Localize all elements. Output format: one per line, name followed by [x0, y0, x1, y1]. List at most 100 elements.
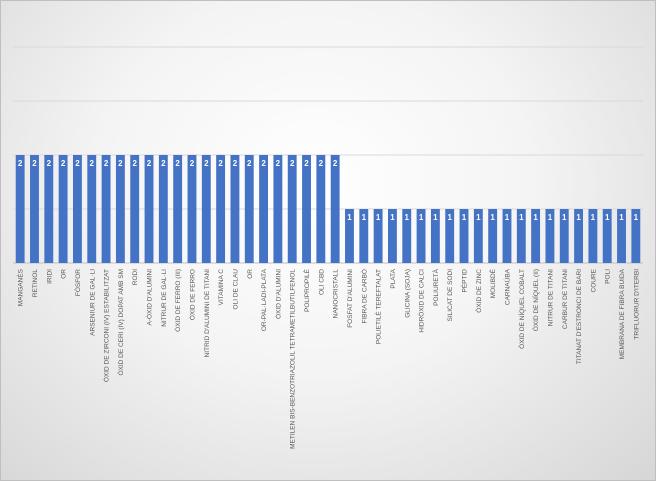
- bar-value-label: 1: [462, 213, 467, 222]
- category-tick-label: NANOCRISTALL: [333, 269, 340, 319]
- bar: [345, 209, 354, 263]
- bar-value-label: 2: [132, 159, 137, 168]
- category-tick-label: IRIDI: [46, 269, 53, 284]
- bar-value-label: 1: [576, 213, 581, 222]
- category-tick-label: FOSFAT D'ALUMINI: [347, 269, 354, 328]
- category-tick-label: ÒXID DE ZIRCONI (IV) ESTABILITZAT: [102, 269, 111, 382]
- bar-value-label: 1: [405, 213, 410, 222]
- bar: [87, 155, 97, 263]
- bar: [473, 209, 483, 263]
- bar-value-label: 1: [433, 213, 438, 222]
- bar: [617, 209, 626, 263]
- category-tick-label: MEMBRANA DE FIBRA BUIDA: [619, 268, 626, 359]
- bar-value-label: 2: [18, 159, 23, 168]
- bar: [588, 209, 598, 263]
- bar-value-label: 2: [75, 159, 80, 168]
- category-tick-label: PÈPTID: [460, 269, 469, 293]
- bar: [244, 155, 254, 263]
- bar: [416, 209, 426, 263]
- category-tick-label: FIBRA DE CARBÒ: [359, 269, 368, 324]
- bar-value-label: 2: [118, 159, 123, 168]
- bar-value-label: 2: [61, 159, 66, 168]
- bar: [287, 155, 297, 263]
- bar-value-label: 1: [362, 213, 367, 222]
- category-tick-label: FÒSFOR: [73, 269, 82, 296]
- category-tick-label: MANGANÈS: [16, 268, 25, 306]
- category-tick-label: OR-PAL·LADI-PLATA: [261, 268, 268, 331]
- bar: [15, 155, 25, 263]
- bar-value-label: 2: [218, 159, 223, 168]
- bar: [72, 155, 82, 263]
- bar: [602, 209, 612, 263]
- category-tick-label: MOLIBDÈ: [488, 268, 497, 298]
- category-tick-label: PLATA: [390, 268, 397, 288]
- category-tick-label: A-ÒXID D'ALUMINI: [145, 269, 154, 326]
- bar-value-label: 1: [447, 213, 452, 222]
- category-tick-label: OLI DE CLAU: [232, 269, 239, 310]
- bar: [230, 155, 240, 263]
- category-tick-label: POLIETILÈ TEREFTALAT: [374, 269, 383, 344]
- bar-value-label: 2: [247, 159, 252, 168]
- bar: [144, 155, 154, 263]
- bar-value-label: 2: [204, 159, 209, 168]
- bar-value-label: 1: [548, 213, 553, 222]
- category-tick-label: POLIURETÀ: [431, 268, 440, 306]
- bar-value-label: 1: [419, 213, 424, 222]
- bar-value-label: 1: [490, 213, 495, 222]
- bar-value-label: 2: [104, 159, 109, 168]
- bar: [559, 209, 569, 263]
- bar: [130, 155, 140, 263]
- bar-value-label: 1: [347, 213, 352, 222]
- category-tick-label: ÒXID DE NÍQUEL COBALT: [517, 269, 526, 349]
- bar: [459, 209, 469, 263]
- bar: [259, 155, 269, 263]
- bar-value-label: 2: [161, 159, 166, 168]
- bar-value-label: 2: [190, 159, 195, 168]
- bar: [273, 155, 283, 263]
- category-tick-label: NITRUR DE GAL·LI: [161, 269, 168, 327]
- bar-value-label: 1: [390, 213, 395, 222]
- category-tick-label: SILICAT DE SODI: [447, 269, 454, 322]
- bar: [158, 155, 168, 263]
- bar-value-label: 2: [175, 159, 180, 168]
- category-tick-label: RETINOL: [32, 269, 39, 298]
- bar-value-label: 2: [276, 159, 281, 168]
- bar-value-label: 1: [619, 213, 624, 222]
- category-tick-label: ÒXID DE FERRO: [187, 269, 196, 320]
- bar: [516, 209, 526, 263]
- category-tick-label: ÒXID DE FERRO (III): [173, 269, 182, 332]
- bar-value-label: 2: [290, 159, 295, 168]
- bar: [402, 209, 412, 263]
- bar-value-label: 2: [233, 159, 238, 168]
- category-tick-label: OLI CBD: [318, 269, 325, 295]
- bar-value-label: 1: [562, 213, 567, 222]
- category-tick-label: ARSENIUR DE GAL·LI: [89, 269, 96, 336]
- bar-value-label: 1: [634, 213, 639, 222]
- bar: [316, 155, 326, 263]
- bar: [373, 209, 383, 263]
- bar-value-label: 1: [505, 213, 510, 222]
- category-tick-label: NITRID D'ALUMINI DE TITANI: [204, 269, 211, 358]
- category-tick-label: TRIFLUORUR D'ITERBI: [633, 269, 640, 340]
- bar: [545, 209, 555, 263]
- bar: [201, 155, 211, 263]
- category-tick-label: ÒXID DE NÍQUEL (II): [531, 269, 540, 331]
- bar-value-label: 2: [319, 159, 324, 168]
- bar: [302, 155, 311, 263]
- bar-value-label: 1: [591, 213, 596, 222]
- bar: [359, 209, 369, 263]
- bar: [44, 155, 54, 263]
- bar: [502, 209, 512, 263]
- bar-value-label: 2: [32, 159, 37, 168]
- category-tick-label: ÒXID DE ZINC: [474, 269, 483, 313]
- bar: [531, 209, 541, 263]
- bar: [187, 155, 197, 263]
- bar-value-label: 2: [304, 159, 309, 168]
- category-tick-label: HIDRÒXID DE CALCI: [417, 269, 426, 333]
- bar: [173, 155, 183, 263]
- bar-value-label: 1: [376, 213, 381, 222]
- category-tick-label: POLI: [605, 269, 612, 284]
- bar-value-label: 2: [333, 159, 338, 168]
- category-tick-label: CARNAÚBA: [502, 268, 511, 305]
